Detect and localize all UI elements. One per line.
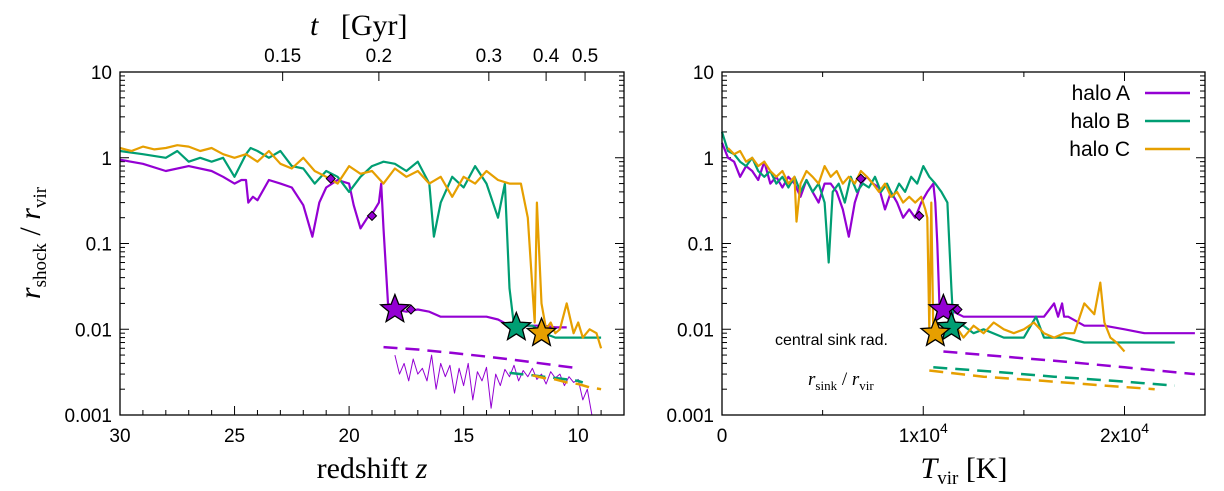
left-series-lines bbox=[119, 144, 603, 416]
right-diamond-marker bbox=[914, 210, 925, 222]
top-axis-tick-label: 0.4 bbox=[533, 46, 560, 67]
right-series-halo-a-sink-line bbox=[943, 350, 1196, 376]
right-x-tick-mantissa: 0 bbox=[717, 426, 728, 447]
right-series-halo-b-sink-line bbox=[933, 366, 1175, 387]
left-x-tick-label: 25 bbox=[224, 426, 245, 447]
left-star-marker bbox=[378, 292, 411, 324]
left-series-halo-a-line bbox=[119, 158, 567, 329]
left-series-halo-a-sink-noisy-line bbox=[394, 354, 593, 416]
legend: halo A halo B halo C bbox=[1069, 82, 1190, 161]
right-star-marker bbox=[927, 292, 960, 324]
left-star-marker bbox=[500, 310, 533, 342]
left-markers bbox=[325, 173, 558, 347]
left-y-axis-label: rshock / rvir bbox=[14, 186, 51, 299]
right-diamond-marker bbox=[855, 173, 867, 184]
right-plot-frame bbox=[721, 71, 1206, 416]
left-diamond-marker bbox=[366, 210, 378, 222]
right-y-tick-label: 0.01 bbox=[677, 320, 714, 341]
right-star-marker bbox=[935, 310, 968, 342]
right-x-tick-label: 2x104 bbox=[1100, 420, 1149, 447]
left-diamond-marker bbox=[325, 173, 336, 184]
left-y-tick-label: 0.1 bbox=[86, 235, 112, 256]
left-x-tick-label: 15 bbox=[453, 426, 474, 447]
right-markers bbox=[855, 173, 968, 347]
left-plot-frame bbox=[119, 71, 625, 416]
right-x-tick-mantissa: 1x10 bbox=[899, 426, 940, 447]
left-series-halo-c-sink-line bbox=[532, 374, 602, 391]
right-x-tick-label: 1x104 bbox=[899, 420, 948, 447]
left-x-tick-label: 30 bbox=[109, 426, 130, 447]
sink-ratio-annotation: rsink / rvir bbox=[808, 369, 874, 393]
left-axis-ticks: 0.001 0.01 0.1 1 10 30 25 20 15 10 0.15 0.2 0.3 0.4 0.… bbox=[64, 46, 624, 447]
right-x-axis-label: Tvir [K] bbox=[921, 452, 1008, 489]
top-axis-tick-label: 0.2 bbox=[366, 46, 392, 67]
left-star-marker bbox=[525, 316, 558, 347]
legend-label: halo C bbox=[1069, 138, 1130, 161]
top-axis-label: t [Gyr] bbox=[310, 9, 407, 42]
right-series-halo-c-sink-line bbox=[929, 369, 1155, 391]
top-axis-tick-label: 0.3 bbox=[476, 46, 502, 67]
legend-label: halo A bbox=[1072, 82, 1130, 105]
left-chart-panel: 0.001 0.01 0.1 1 10 30 25 20 15 10 0.15 0.2 0.3 0.4 0.… bbox=[14, 9, 625, 485]
left-x-axis-label: redshift z bbox=[317, 452, 428, 485]
right-x-tick-exponent: 4 bbox=[1141, 420, 1149, 436]
left-diamond-marker bbox=[405, 304, 417, 315]
left-series-halo-a-sink-line bbox=[383, 345, 579, 370]
right-y-tick-label: 1 bbox=[703, 149, 714, 170]
left-x-tick-label: 10 bbox=[568, 426, 589, 447]
central-sink-annotation: central sink rad. bbox=[775, 332, 888, 349]
right-star-marker bbox=[919, 316, 952, 347]
left-y-tick-label: 10 bbox=[91, 63, 112, 84]
right-x-tick-mantissa: 2x10 bbox=[1100, 426, 1141, 447]
left-y-tick-label: 0.01 bbox=[75, 320, 112, 341]
right-y-tick-label: 0.1 bbox=[688, 235, 714, 256]
right-series-halo-c-line bbox=[727, 147, 1126, 353]
top-axis-tick-label: 0.15 bbox=[264, 46, 301, 67]
right-x-tick-exponent: 4 bbox=[940, 420, 948, 436]
right-y-tick-label: 0.001 bbox=[666, 406, 714, 427]
left-y-tick-label: 1 bbox=[101, 149, 112, 170]
top-axis-tick-label: 0.5 bbox=[572, 46, 598, 67]
right-series-halo-b-line bbox=[720, 131, 1175, 344]
left-y-tick-label: 0.001 bbox=[64, 406, 112, 427]
right-y-tick-label: 10 bbox=[693, 63, 714, 84]
left-series-halo-b-sink-line bbox=[509, 371, 584, 384]
right-x-tick-label: 0 bbox=[717, 426, 728, 447]
left-x-tick-label: 20 bbox=[339, 426, 360, 447]
right-series-lines bbox=[720, 131, 1196, 391]
legend-label: halo B bbox=[1070, 110, 1130, 133]
